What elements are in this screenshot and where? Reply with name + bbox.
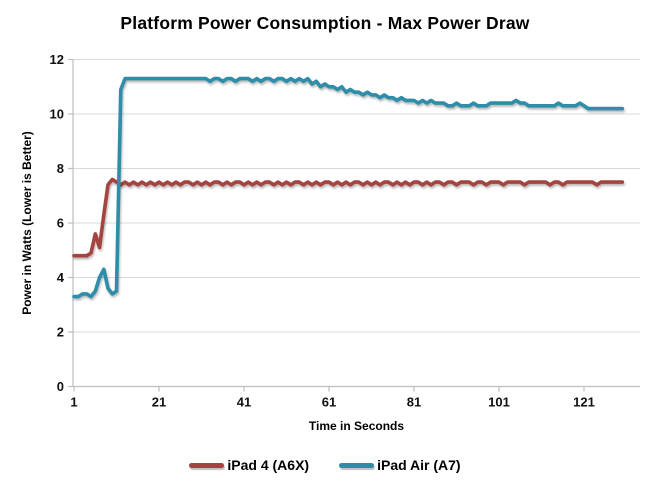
legend-label-ipad4: iPad 4 (A6X): [227, 457, 310, 473]
legend-line-swatch-ipadair-icon: [339, 462, 375, 468]
x-tick-label: 121: [573, 395, 595, 410]
x-axis-title: Time in Seconds: [308, 419, 405, 433]
y-tick-label: 6: [57, 216, 64, 231]
y-tick-label: 10: [50, 107, 64, 122]
x-tick-label: 81: [407, 395, 421, 410]
x-tick-label: 61: [322, 395, 336, 410]
y-tick-label: 8: [57, 161, 64, 176]
y-axis-title: Power in Watts (Lower is Better): [20, 131, 34, 315]
x-tick-label: 101: [488, 395, 510, 410]
series-line-ipadair: [72, 76, 625, 299]
x-tick-label: 1: [70, 395, 77, 410]
y-tick-label: 0: [57, 379, 64, 394]
y-tick-label: 4: [57, 270, 65, 285]
legend-line-swatch-ipad4-icon: [189, 462, 225, 468]
legend: iPad 4 (A6X) iPad Air (A7): [0, 457, 650, 473]
y-tick-label: 2: [57, 325, 64, 340]
y-tick-label: 12: [50, 52, 64, 67]
x-tick-label: 21: [152, 395, 166, 410]
x-tick-label: 41: [237, 395, 251, 410]
legend-label-ipadair: iPad Air (A7): [377, 457, 461, 473]
legend-item-ipadair: iPad Air (A7): [339, 457, 461, 473]
series-line-ipad4: [72, 177, 625, 258]
chart-title: Platform Power Consumption - Max Power D…: [120, 13, 530, 33]
legend-item-ipad4: iPad 4 (A6X): [189, 457, 309, 473]
